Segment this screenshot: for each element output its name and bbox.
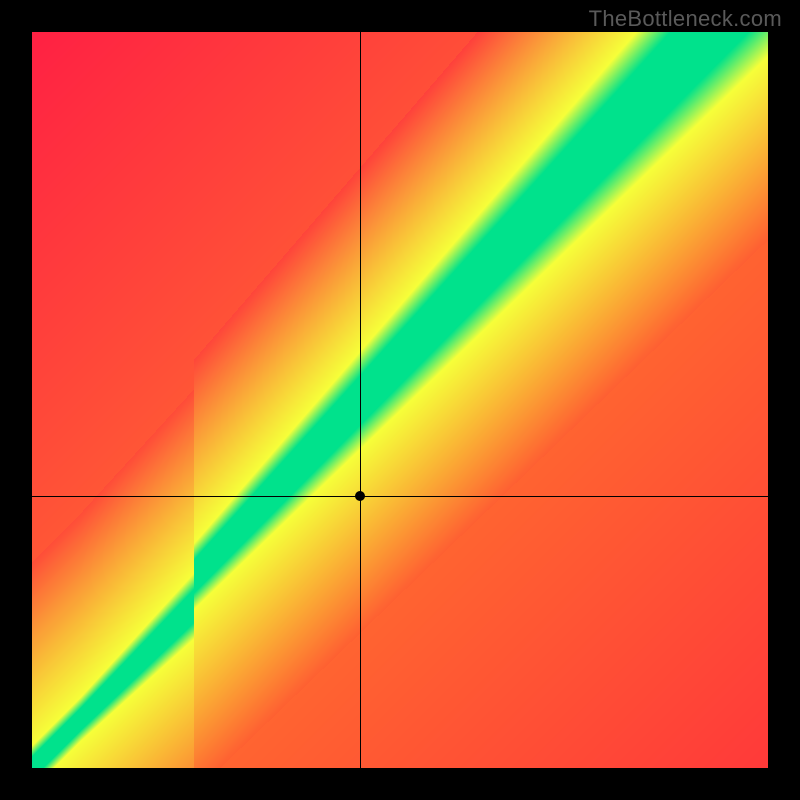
heatmap-canvas <box>32 32 768 768</box>
crosshair-horizontal <box>32 496 768 497</box>
crosshair-vertical <box>360 32 361 768</box>
heatmap-plot <box>32 32 768 768</box>
crosshair-marker <box>355 491 365 501</box>
watermark-text: TheBottleneck.com <box>589 6 782 32</box>
